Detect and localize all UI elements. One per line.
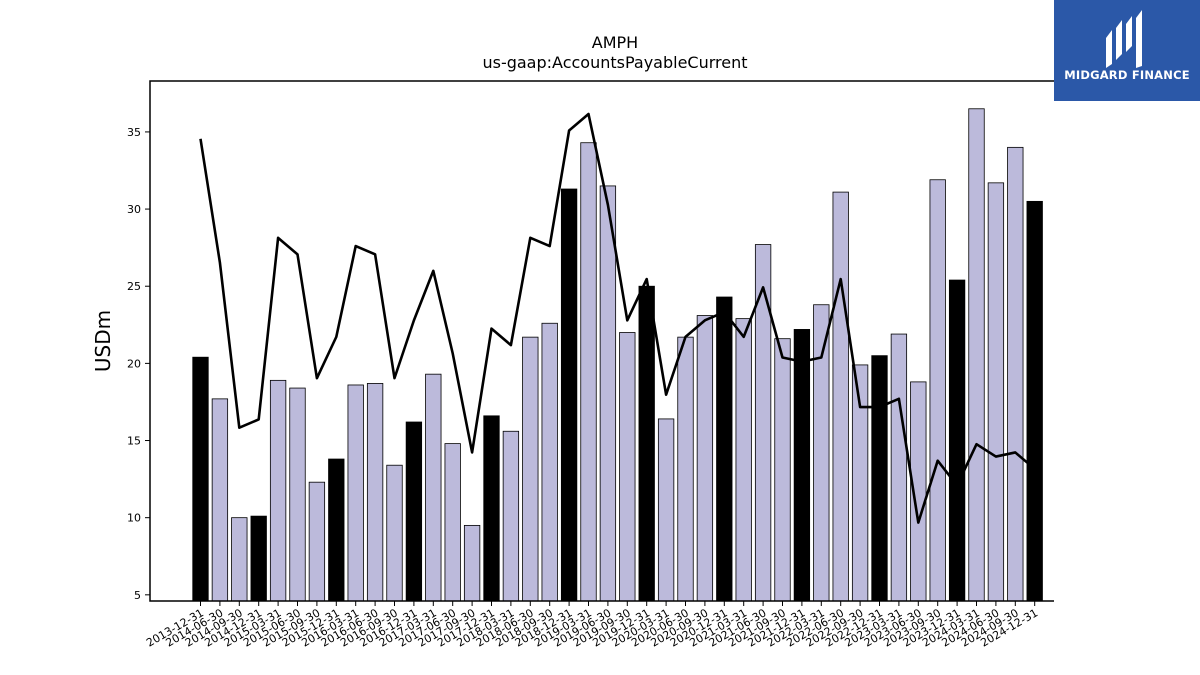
- bar: [987, 182, 1005, 602]
- bar: [522, 336, 539, 602]
- bar: [580, 142, 597, 602]
- bar: [735, 318, 752, 602]
- bar: [677, 336, 694, 602]
- bar: [444, 443, 461, 602]
- bar: [192, 356, 209, 602]
- bar: [386, 464, 403, 602]
- percentage-line: [199, 112, 1036, 524]
- bar: [560, 188, 578, 602]
- midgard-finance-logo: MIDGARD FINANCE: [1054, 0, 1200, 101]
- y-tick-label: 30: [127, 203, 141, 216]
- y-tick-label: 10: [127, 512, 141, 525]
- bar: [328, 458, 345, 602]
- bar: [599, 185, 617, 602]
- bar: [774, 338, 791, 602]
- bar: [502, 430, 520, 602]
- bar: [463, 524, 481, 602]
- bar: [483, 415, 500, 602]
- bar: [638, 285, 655, 602]
- bar: [1007, 146, 1024, 602]
- plot-frame: [149, 80, 1054, 602]
- bar: [541, 322, 558, 602]
- bar: [657, 418, 675, 602]
- y-tick-label: 15: [127, 435, 141, 448]
- bar: [231, 517, 248, 602]
- chart-subtitle: us-gaap:AccountsPayableCurrent: [482, 53, 747, 72]
- bar: [871, 355, 888, 602]
- y-tick-label: 35: [127, 126, 141, 139]
- bar: [405, 421, 423, 602]
- bar: [289, 387, 306, 602]
- y-tick-label: 25: [127, 280, 141, 293]
- bar: [1026, 200, 1043, 602]
- bar: [948, 279, 966, 602]
- bar: [968, 108, 985, 602]
- bar: [347, 384, 364, 602]
- chart-title: AMPH: [592, 33, 638, 52]
- bar: [813, 304, 830, 602]
- y-tick-label: 20: [127, 357, 141, 370]
- logo-text: MIDGARD FINANCE: [1064, 68, 1190, 82]
- y-axis-label: USDm: [91, 310, 115, 372]
- bar: [211, 398, 229, 602]
- bar: [793, 329, 811, 602]
- y-tick-label: 5: [134, 589, 141, 602]
- bar: [366, 383, 384, 602]
- bar: [425, 373, 442, 602]
- bar: [250, 515, 267, 602]
- bar: [890, 333, 908, 602]
- bar: [929, 179, 946, 602]
- bar: [716, 296, 733, 602]
- bar: [308, 481, 326, 602]
- bar: [619, 332, 636, 602]
- bar: [269, 379, 287, 602]
- bar: [832, 191, 849, 602]
- bar: [696, 315, 714, 602]
- logo-mark-icon: [1106, 10, 1142, 68]
